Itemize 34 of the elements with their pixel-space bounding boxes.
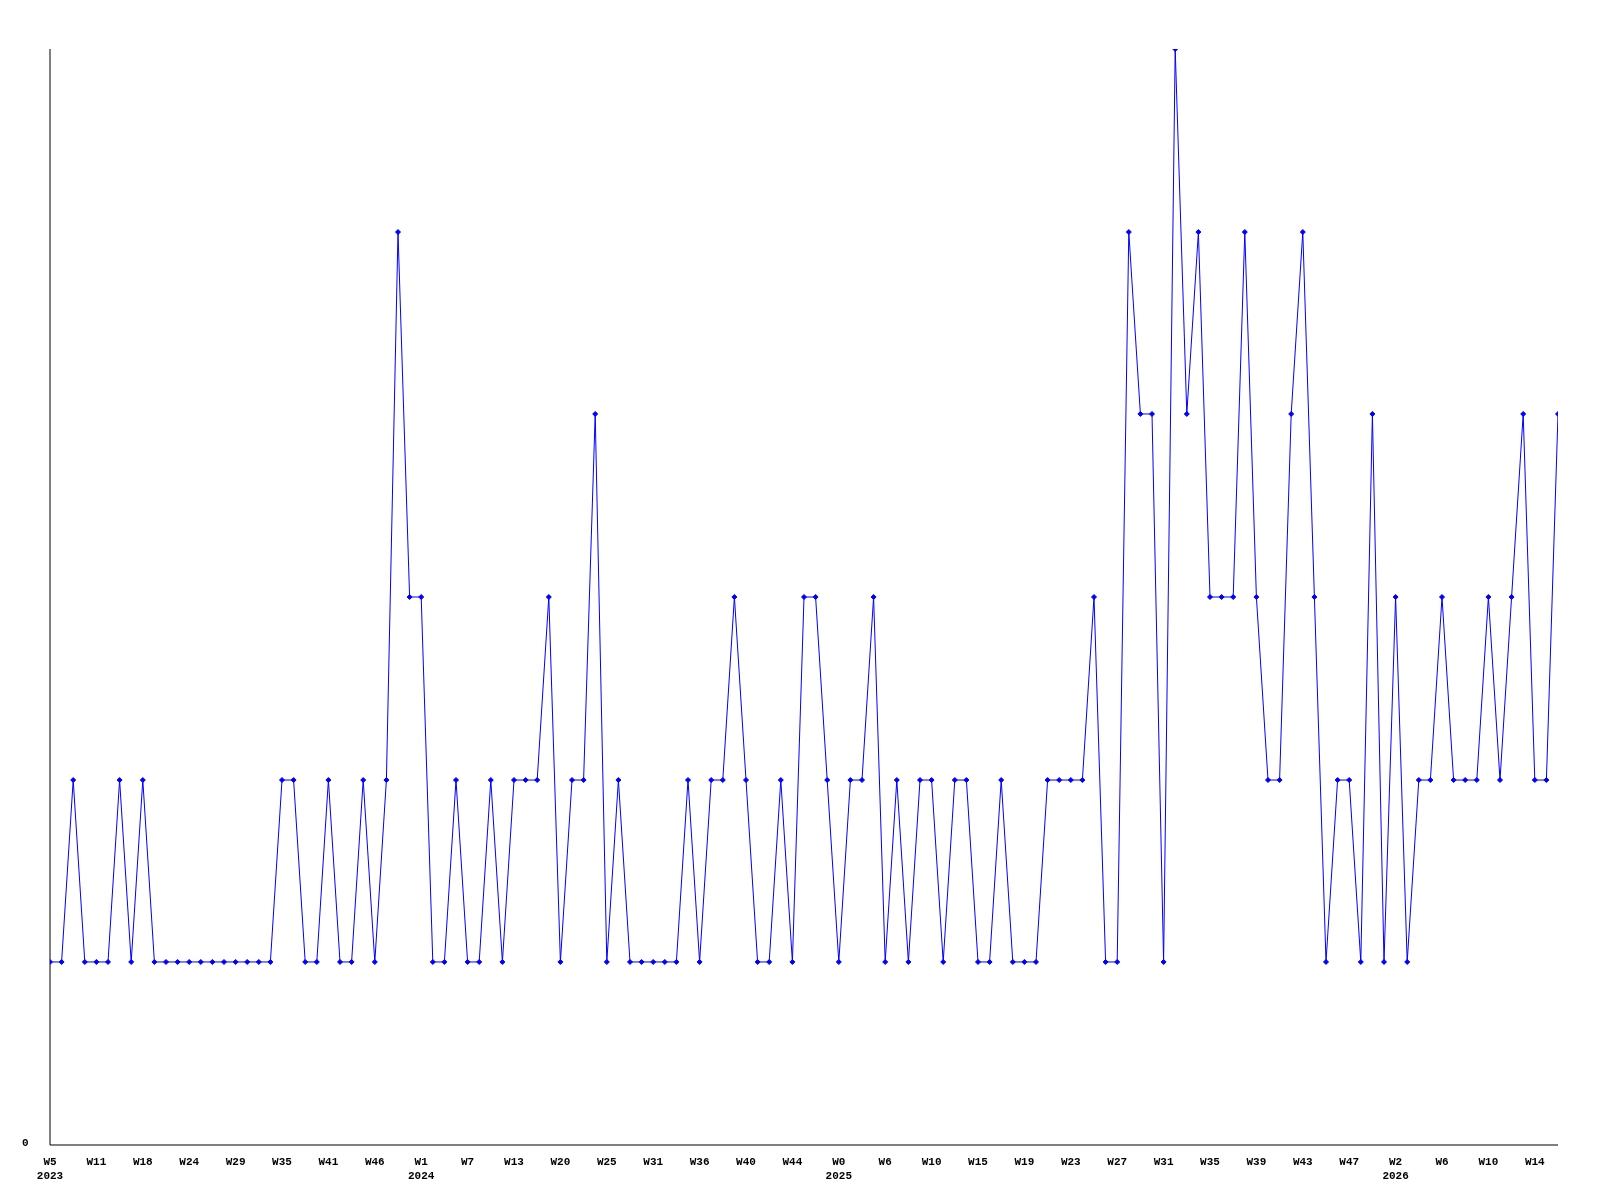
x-tick-label: W39 (1246, 1156, 1267, 1168)
x-tick-label: W7 (461, 1156, 475, 1168)
x-tick-label: W35 (1200, 1156, 1221, 1168)
x-tick-label: W5 2023 (36, 1156, 64, 1182)
x-tick-label: W46 (364, 1156, 385, 1168)
x-tick-label: W23 (1060, 1156, 1082, 1168)
x-tick-label: W27 (1107, 1156, 1128, 1168)
x-tick-label: W43 (1292, 1156, 1314, 1168)
x-tick-label: W25 (596, 1156, 618, 1168)
x-tick-label: W11 (86, 1156, 107, 1168)
x-tick-label: W2 2026 (1382, 1156, 1409, 1182)
x-tick-label: W14 (1524, 1156, 1546, 1168)
text: 0 (22, 1137, 29, 1149)
x-tick-label: W0 2025 (825, 1156, 853, 1182)
x-tick-label: W36 (689, 1156, 710, 1168)
x-tick-label: W19 (1014, 1156, 1035, 1168)
x-tick-label: W44 (782, 1156, 803, 1168)
x-tick-label: W40 (736, 1156, 756, 1168)
x-tick-label: W41 (318, 1156, 339, 1168)
x-tick-label: W20 (550, 1156, 571, 1168)
x-tick-label: W6 (878, 1156, 892, 1168)
x-tick-label: W6 (1435, 1156, 1449, 1168)
x-tick-label: W31 (643, 1156, 664, 1168)
x-tick-label: W13 (504, 1156, 525, 1168)
x-tick-label: W15 (968, 1156, 989, 1168)
x-tick-label: W18 (132, 1156, 154, 1168)
x-tick-label: W1 2024 (408, 1156, 435, 1182)
x-tick-label: W35 (272, 1156, 293, 1168)
x-tick-label: W24 (179, 1156, 200, 1168)
x-tick-label: W47 (1339, 1156, 1360, 1168)
x-tick-label: W31 (1153, 1156, 1174, 1168)
x-tick-label: W29 (225, 1156, 246, 1168)
x-tick-label: W10 (921, 1156, 942, 1168)
x-tick-label: W10 (1478, 1156, 1499, 1168)
